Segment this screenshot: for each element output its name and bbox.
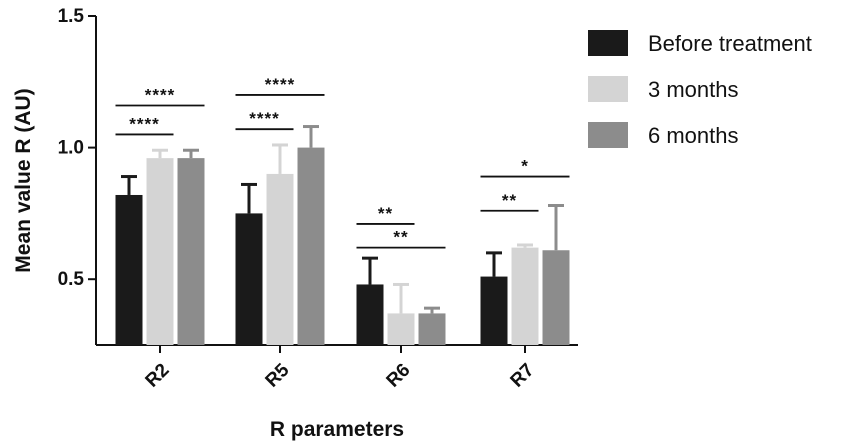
- y-axis-title: Mean value R (AU): [12, 88, 35, 272]
- x-tick-label-R5: R5: [262, 359, 294, 391]
- significance-label: ****: [129, 114, 159, 133]
- significance-label: **: [378, 204, 393, 223]
- bar-R5-2: [297, 147, 325, 345]
- legend-swatch-2: [588, 122, 628, 148]
- error-bars: [121, 125, 564, 314]
- significance-label: **: [502, 191, 517, 210]
- bar-R5-1: [266, 173, 294, 345]
- x-category-labels: R2 R5 R6 R7: [142, 345, 539, 392]
- bar-R7-1: [511, 247, 539, 345]
- legend-label-2: 6 months: [648, 123, 739, 148]
- legend-label-0: Before treatment: [648, 31, 812, 56]
- significance-label: ****: [249, 109, 279, 128]
- legend-label-1: 3 months: [648, 77, 739, 102]
- x-tick-label-R6: R6: [383, 360, 415, 392]
- significance-label: ****: [145, 85, 175, 104]
- significance-label: **: [393, 228, 408, 247]
- legend-swatch-0: [588, 30, 628, 56]
- bar-R6-1: [387, 313, 415, 345]
- bar-R2-0: [115, 194, 143, 345]
- bar-R2-2: [177, 158, 205, 345]
- y-tick-label: 1.5: [58, 6, 85, 27]
- legend: Before treatment 3 months 6 months: [588, 30, 812, 148]
- significance-annotations: ***********************: [115, 75, 570, 249]
- bar-R2-1: [146, 158, 174, 345]
- bar-R5-0: [235, 213, 263, 345]
- bar-R6-2: [418, 313, 446, 345]
- significance-label: *: [521, 157, 529, 176]
- y-ticks: 0.5 1.0 1.5: [58, 6, 96, 290]
- significance-label: ****: [265, 75, 295, 94]
- bar-R7-2: [542, 250, 570, 345]
- bar-R6-0: [356, 284, 384, 345]
- bars: [115, 147, 570, 345]
- x-axis-title: R parameters: [270, 418, 404, 441]
- bar-R7-0: [480, 276, 508, 345]
- x-tick-label-R2: R2: [142, 360, 174, 392]
- y-tick-label: 0.5: [58, 269, 85, 290]
- y-tick-label: 1.0: [58, 138, 84, 159]
- legend-swatch-1: [588, 76, 628, 102]
- x-tick-label-R7: R7: [507, 360, 539, 392]
